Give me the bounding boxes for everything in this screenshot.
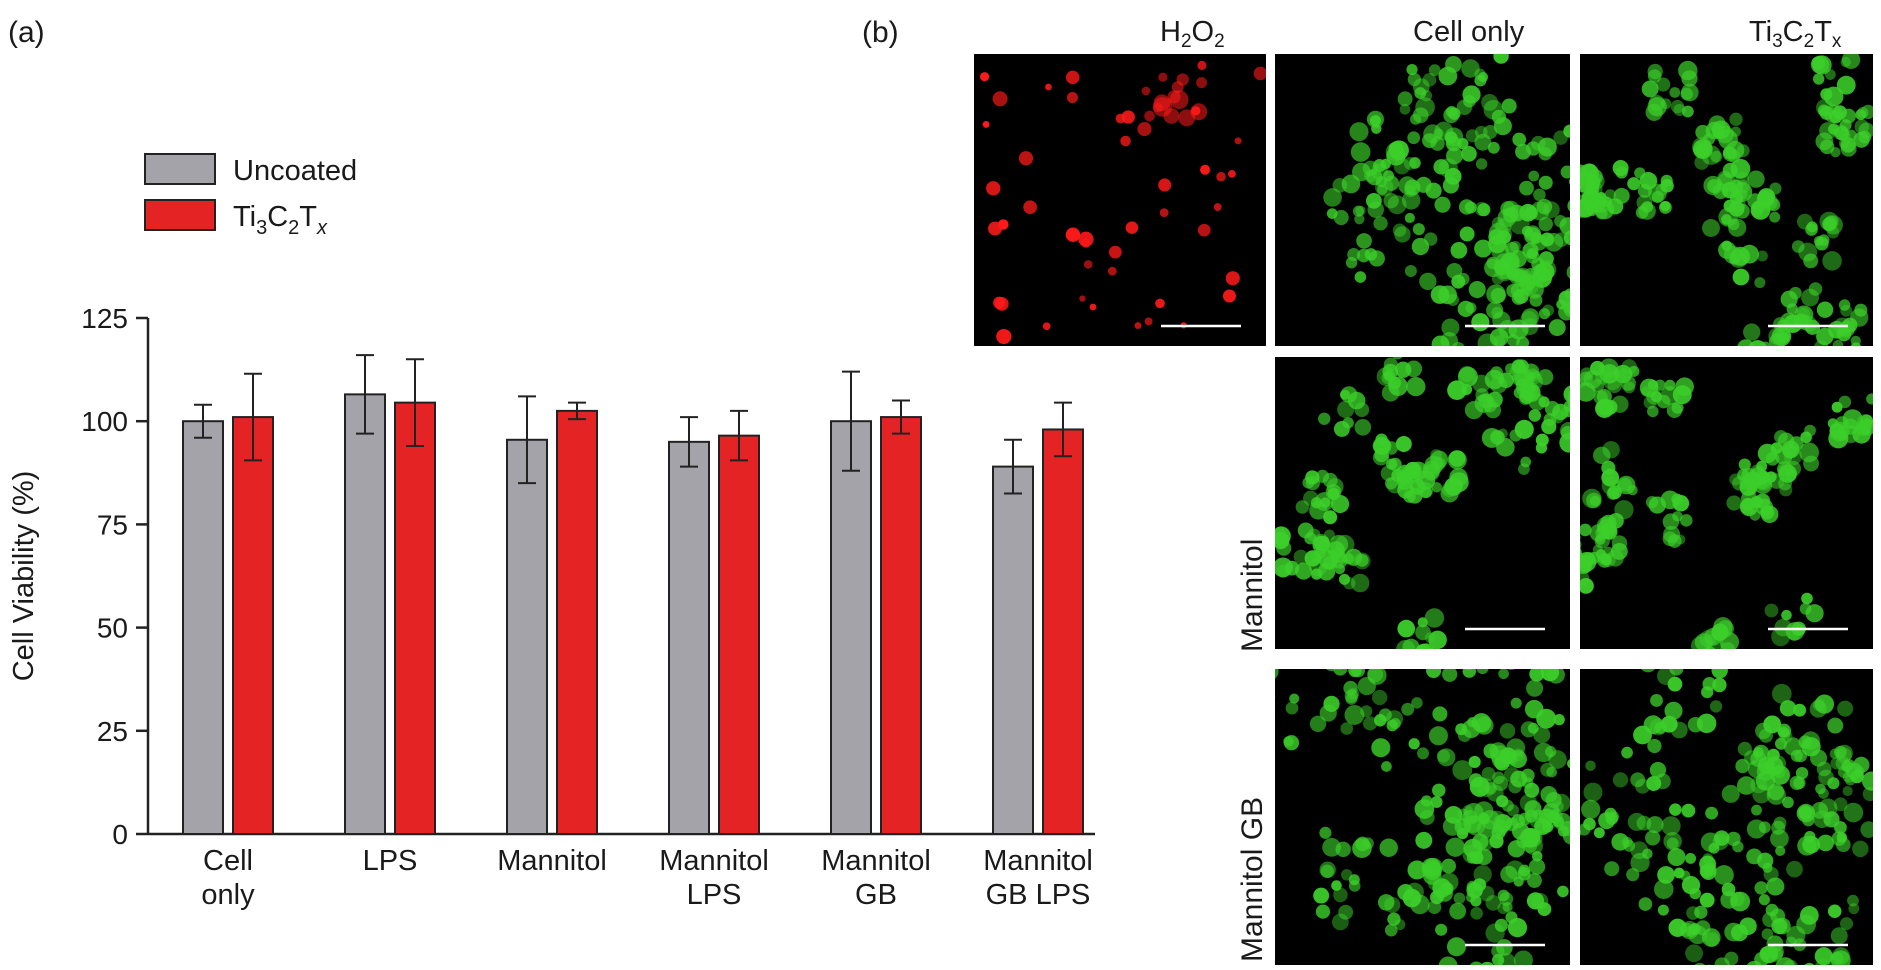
row-header-mannitol: Mannitol	[1236, 538, 1269, 652]
bar-ti3c2tx	[232, 416, 274, 835]
y-tick-label: 75	[97, 509, 128, 540]
micrograph-mannitol-gb	[1275, 669, 1570, 965]
x-tick-label: only	[201, 879, 255, 911]
bar-uncoated	[830, 420, 872, 835]
y-axis-label: Cell Viability (%)	[8, 471, 40, 682]
x-tick-label: GB	[855, 879, 897, 911]
legend-swatch-ti3c2tx	[144, 199, 216, 231]
x-tick-label: LPS	[687, 879, 742, 911]
micrograph-h2o2	[974, 54, 1266, 346]
bar-uncoated	[992, 465, 1034, 835]
column-header-h2o2: H2O2	[1160, 16, 1225, 52]
bar-ti3c2tx	[1042, 428, 1084, 835]
bar-ti3c2tx	[394, 401, 436, 835]
bar-uncoated	[182, 420, 224, 835]
bar-ti3c2tx	[718, 434, 760, 835]
bar-uncoated	[668, 440, 710, 835]
micrograph-ti3c2tx	[1580, 54, 1873, 346]
y-tick-label: 100	[81, 406, 128, 437]
y-tick-label: 50	[97, 613, 128, 644]
y-tick-label: 25	[97, 716, 128, 747]
legend-swatch-uncoated	[144, 153, 216, 185]
x-tick-label: Cell	[203, 845, 253, 877]
panel-b-label: (b)	[862, 16, 899, 49]
column-header-cell-only: Cell only	[1413, 16, 1525, 48]
x-tick-label: Mannitol	[983, 845, 1093, 877]
bar-uncoated	[506, 438, 548, 835]
micrograph-mannitol	[1275, 357, 1570, 649]
x-tick-label: Mannitol	[659, 845, 769, 877]
legend-label-uncoated: Uncoated	[233, 155, 357, 187]
y-tick-label: 0	[112, 819, 128, 850]
y-tick-label: 125	[81, 303, 128, 334]
micrograph-cell-only	[1275, 54, 1570, 346]
bar-ti3c2tx	[880, 416, 922, 835]
x-tick-label: Mannitol	[497, 845, 607, 877]
bar-uncoated	[344, 393, 386, 835]
bar-ti3c2tx	[556, 409, 598, 835]
x-tick-label: LPS	[363, 845, 418, 877]
x-tick-label: GB LPS	[986, 879, 1091, 911]
x-tick-label: Mannitol	[821, 845, 931, 877]
legend-label-ti3c2tx: Ti3C2Tx	[233, 201, 328, 239]
micrograph-mannitol-ti3c2tx	[1580, 357, 1873, 649]
micrograph-mannitol-gb-ti3c2tx	[1580, 669, 1873, 965]
column-header-ti3c2tx: Ti3C2Tx	[1749, 16, 1842, 52]
row-header-mannitol-gb: Mannitol GB	[1236, 796, 1269, 962]
panel-a-label: (a)	[8, 16, 45, 49]
